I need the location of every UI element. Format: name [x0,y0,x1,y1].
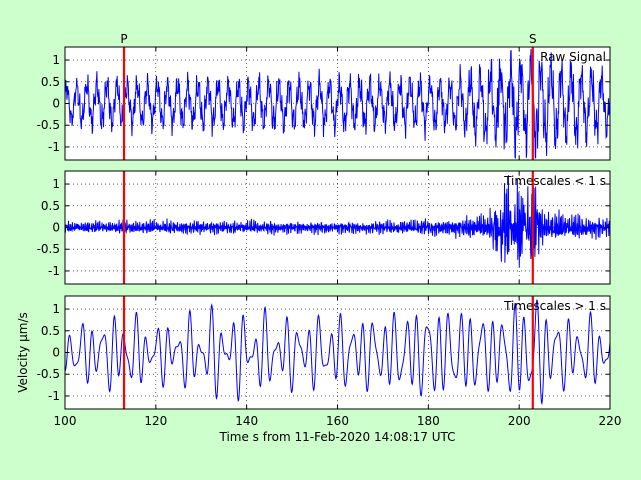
y-tick-label: 0.5 [41,199,60,213]
y-tick-label: -0.5 [37,118,60,132]
y-tick-label: 1 [52,177,60,191]
panel-2: -1 -0.5 0 0.5 1 Timescales < 1 s [37,170,611,285]
y-tick-label: 0 [52,221,60,235]
signal-trace [65,49,610,159]
y-tick-label: 0 [52,346,60,360]
y-tick-label: -0.5 [37,367,60,381]
y-tick-label: -0.5 [37,242,60,256]
x-tick-label: 140 [235,414,258,428]
panel-annotation: Raw Signal [540,50,606,64]
signal-trace [65,175,610,268]
y-tick-label: 0.5 [41,324,60,338]
panel-annotation: Timescales > 1 s [503,299,606,313]
x-tick-label: 180 [417,414,440,428]
panel-annotation: Timescales < 1 s [503,174,606,188]
y-tick-label: -1 [48,389,60,403]
y-tick-label: -1 [48,140,60,154]
x-tick-label: 120 [144,414,167,428]
y-tick-label: 0 [52,97,60,111]
y-axis-label: Velocity μm/s [16,312,30,393]
y-tick-label: 1 [52,302,60,316]
x-tick-label: 220 [599,414,622,428]
panel-1: -1 -0.5 0 0.5 1 Raw Signal P S [37,32,611,161]
phase-label-s: S [529,32,537,46]
y-tick-label: 1 [52,53,60,67]
y-tick-label: 0.5 [41,75,60,89]
y-tick-label: -1 [48,264,60,278]
signal-trace [65,299,610,406]
panel-3: -1 -0.5 0 0.5 1 100 120 140 160 180 200 220 Timescal… [16,295,622,444]
x-tick-label: 200 [508,414,531,428]
x-tick-label: 160 [326,414,349,428]
x-axis-label: Time s from 11-Feb-2020 14:08:17 UTC [218,430,455,444]
x-tick-label: 100 [54,414,77,428]
phase-label-p: P [120,32,127,46]
